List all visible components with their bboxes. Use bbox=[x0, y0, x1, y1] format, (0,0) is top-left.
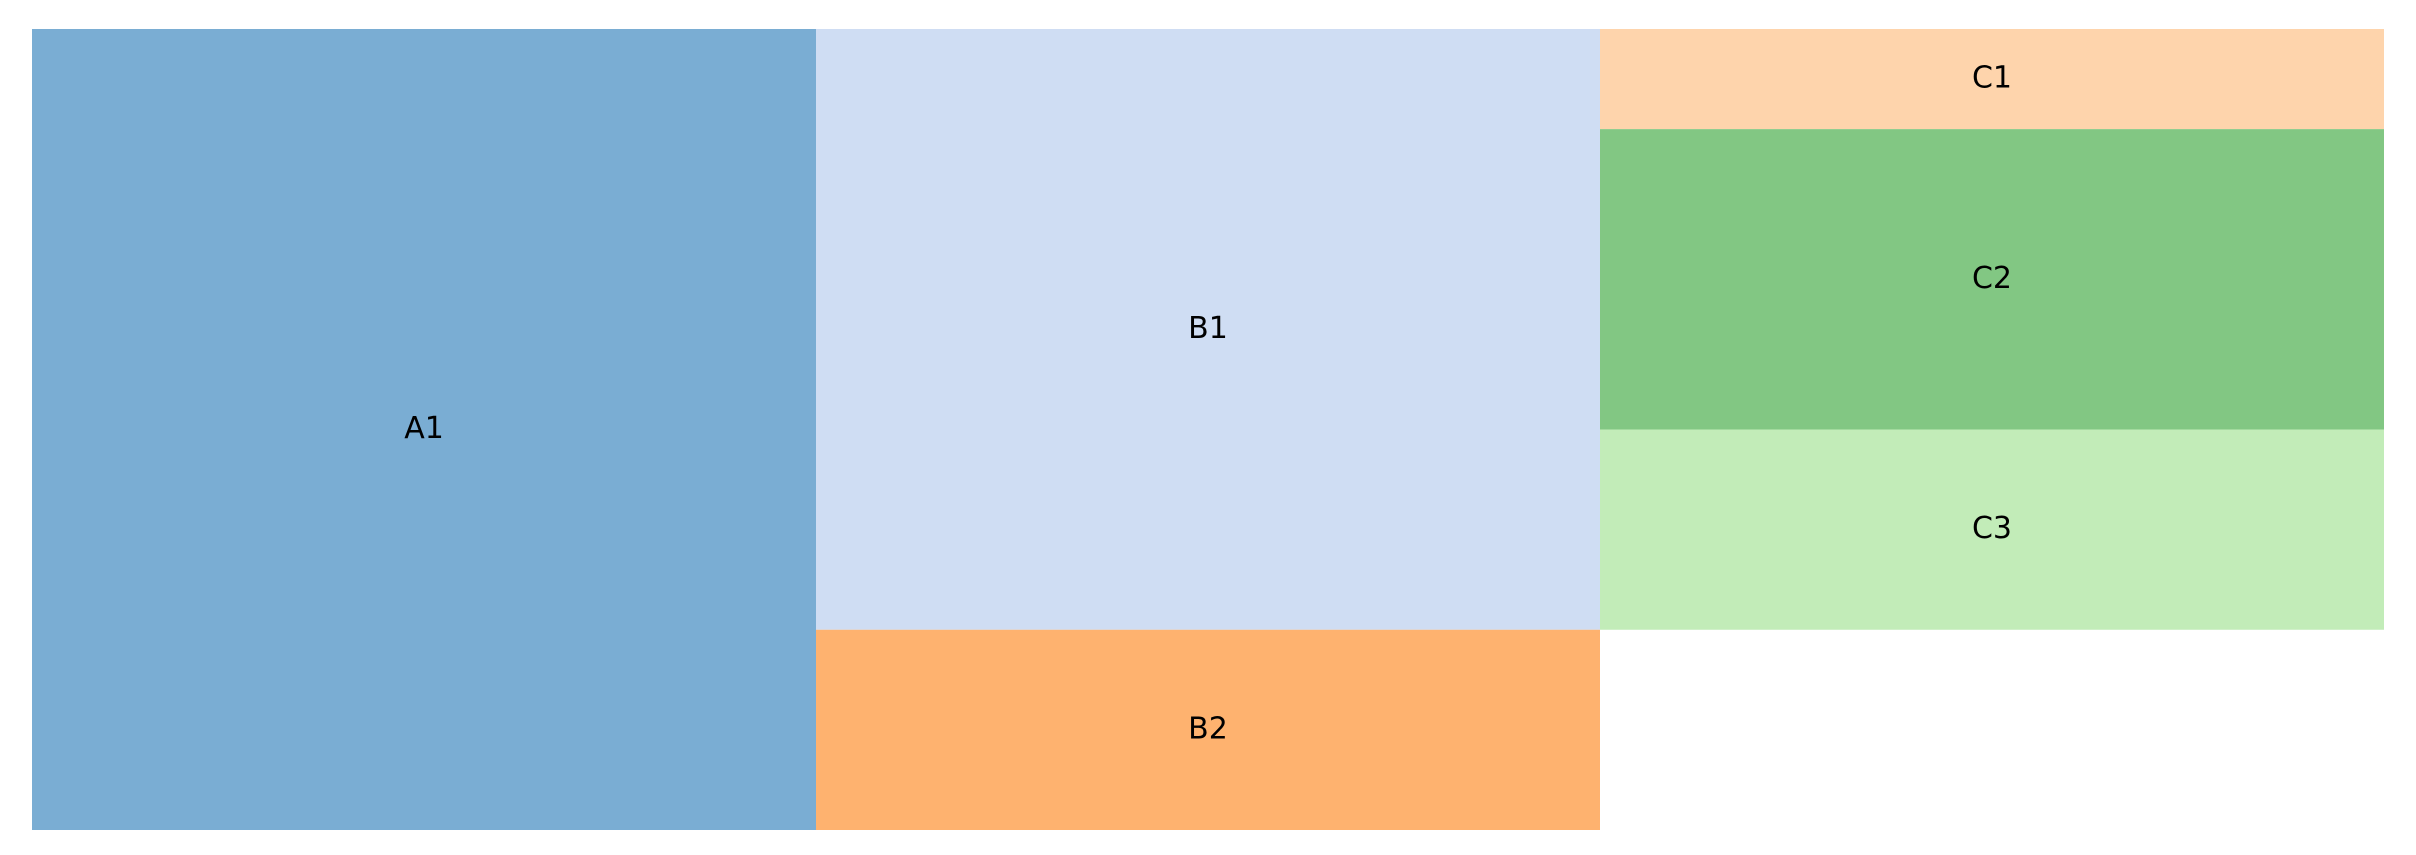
treemap-label-a1: A1 bbox=[404, 411, 444, 446]
treemap-cell-a1 bbox=[32, 29, 816, 830]
treemap-label-b1: B1 bbox=[1188, 311, 1228, 346]
treemap-label-c1: C1 bbox=[1972, 61, 2012, 96]
treemap-cell-c3 bbox=[1600, 429, 2384, 630]
treemap-cell-b2 bbox=[816, 629, 1600, 830]
treemap-cell-b1 bbox=[816, 29, 1600, 630]
treemap-label-c2: C2 bbox=[1972, 261, 2012, 296]
treemap-label-b2: B2 bbox=[1188, 711, 1228, 746]
treemap-cell-c2 bbox=[1600, 129, 2384, 430]
treemap-label-c3: C3 bbox=[1972, 511, 2012, 546]
treemap-cell-c1 bbox=[1600, 29, 2384, 130]
